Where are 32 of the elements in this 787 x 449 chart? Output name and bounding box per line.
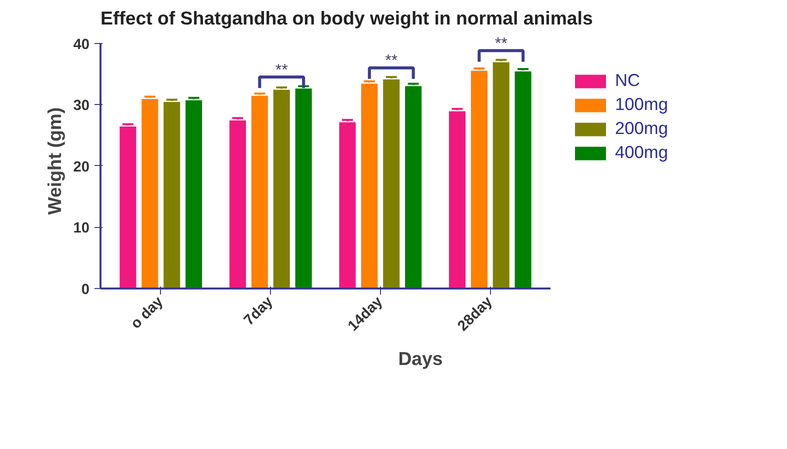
- bar: [360, 82, 379, 288]
- legend-label: 100mg: [615, 94, 668, 115]
- bar: [162, 101, 182, 288]
- bar: [382, 78, 401, 288]
- bar: [470, 70, 488, 288]
- bar: [272, 88, 291, 288]
- x-tick-label: o day: [128, 293, 168, 332]
- legend-label: 200mg: [615, 118, 668, 139]
- y-tick-label: 0: [81, 282, 90, 298]
- bar: [250, 94, 269, 288]
- annotation: **: [494, 36, 508, 52]
- legend-label: 400mg: [615, 142, 668, 163]
- bar: [448, 110, 466, 288]
- legend-label: NC: [615, 70, 640, 91]
- bar: [228, 119, 247, 288]
- annotation: **: [385, 52, 398, 70]
- x-axis-title: Days: [398, 348, 443, 370]
- bar: [294, 88, 313, 288]
- chart-title: Effect of Shatgandha on body weight in normal animals: [100, 8, 593, 28]
- bar: [184, 99, 204, 288]
- bar: [140, 98, 160, 288]
- y-tick-label: 10: [73, 220, 90, 237]
- y-tick-label: 40: [73, 36, 90, 53]
- annotation: **: [275, 62, 288, 79]
- bar: [404, 85, 423, 288]
- y-axis-title: Weight (gm): [44, 107, 66, 215]
- bar: [338, 121, 357, 288]
- bar: [514, 70, 532, 288]
- y-tick-label: 30: [73, 98, 90, 114]
- y-tick-label: 20: [73, 159, 90, 176]
- bar: [118, 126, 138, 288]
- bar: [492, 61, 510, 288]
